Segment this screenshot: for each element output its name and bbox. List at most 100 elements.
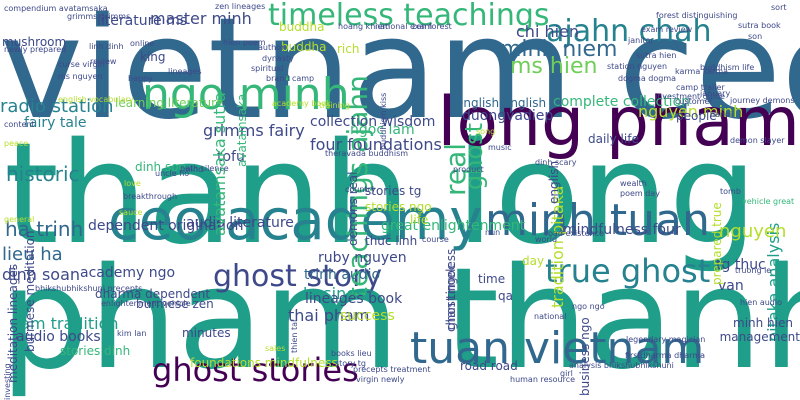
cloud-word: dynasty [262,54,294,63]
cloud-word: qa [498,289,513,303]
cloud-word: sauce [119,208,143,217]
cloud-word: ghost ngoc [444,263,458,331]
cloud-word: lineages book [305,291,403,307]
cloud-word: minutes [182,326,231,340]
cloud-word: online [130,39,155,48]
cloud-word: national [534,312,567,321]
cloud-word: rich [337,42,360,56]
cloud-word: investment guide [655,92,726,101]
cloud-word: management [719,330,800,344]
cloud-word: life [410,213,429,227]
cloud-word: ms hien [510,54,598,79]
cloud-word: road road [460,359,518,373]
cloud-word: road existence [545,229,604,238]
cloud-word: master minh [150,9,252,28]
cloud-word: dharma dependent [95,287,211,301]
cloud-word: pham thanh [0,238,800,400]
cloud-word: curse virgin [58,60,105,69]
cloud-word: camp trailer [676,83,725,92]
cloud-word: love [124,179,141,188]
cloud-word: customer [675,97,713,106]
cloud-word: tofu [217,149,245,165]
cloud-word: avatamsaka [235,93,249,167]
cloud-word: grimms fairy [203,121,305,140]
cloud-word: brand camp [266,74,315,83]
cloud-word: dependent origination [88,218,244,234]
cloud-word: kim lan [117,329,147,338]
cloud-word: bhikshubhikshuni precepts [35,284,143,293]
cloud-word: grimms grimms [67,12,131,21]
cloud-word: stories dinh [60,344,131,358]
cloud-word: dogma dogma [618,74,677,83]
cloud-word: buddha [281,40,327,54]
cloud-word: nguyen minh [638,102,744,121]
cloud-word: radio station [0,96,114,117]
cloud-word: learning literature [115,96,224,110]
cloud-word: great enlightenment [381,218,526,234]
cloud-word: tuan vietnam [410,323,705,374]
cloud-word: vietnam ceo [0,0,800,151]
cloud-word: success [340,308,395,324]
cloud-word: theravada buddhism [325,149,409,158]
cloud-word: ngo minh [142,69,350,120]
cloud-word: ruby nguyen [318,250,407,266]
cloud-word: trinh audio [304,267,381,283]
cloud-word: sales [265,344,286,353]
cloud-word: dinh scary [535,158,577,167]
cloud-word: audio books [16,329,101,345]
cloud-word: girl [560,369,573,378]
cloud-word: fairy tale [24,115,87,131]
cloud-word: precepts treatment [353,365,431,374]
cloud-word: long pham [437,83,800,162]
cloud-word: four foundations [310,135,442,154]
cloud-word: minh hien [733,316,793,330]
cloud-word: uncle ho [155,169,190,178]
cloud-word: thai pham [288,306,370,325]
cloud-word: zen lineages [215,2,266,11]
cloud-word: ngo ngo [572,302,605,311]
cloud-word: buddha [279,20,325,34]
cloud-word: business ngo [578,317,592,396]
cloud-word: demons real [346,171,360,246]
cloud-word: janitor [628,36,654,45]
cloud-word: academy book [272,99,331,108]
cloud-word: ngoc lam [350,122,415,138]
cloud-word: hien audio [740,298,782,307]
cloud-word: nam tradition [10,314,119,333]
cloud-word: song [476,127,496,136]
cloud-word: vehicle great [742,197,795,206]
cloud-word: ms nguyen [58,72,103,81]
cloud-word: investing [3,363,12,400]
cloud-word: ghost stories [152,351,359,389]
cloud-word: sort [771,3,787,12]
cloud-word: review [90,57,117,66]
cloud-word: time [478,272,506,286]
cloud-word: historic [6,162,80,186]
cloud-word: ghost story [213,259,383,294]
cloud-word: audio literature [186,215,294,231]
cloud-word: linh dinh [89,42,124,51]
cloud-word: english vocabulary [58,95,134,104]
cloud-word: stories ngo [365,200,432,214]
cloud-word: buddhism life [700,63,755,72]
cloud-word: hoang khiem [338,22,391,31]
cloud-word: poem day [620,189,660,198]
cloud-word: complete collection [553,94,691,110]
cloud-word: sutra hien [636,51,677,60]
cloud-word: hanoi [710,110,733,119]
cloud-word: story tg [335,359,366,368]
cloud-word: king [140,50,166,64]
cloud-word: general [4,215,35,224]
cloud-word: content [4,120,35,129]
cloud-word: virgin newly [356,375,405,384]
cloud-word: academy ngo [80,265,176,281]
cloud-word: product [453,165,484,174]
cloud-word: thuc linh [365,234,418,248]
cloud-word: country [345,185,376,194]
cloud-word: path silence [180,164,229,173]
cloud-word: books lieu [331,349,372,358]
cloud-word: spiritual [251,64,284,73]
cloud-word: english [547,160,561,204]
cloud-word: mind [183,165,204,174]
cloud-word: son [748,32,763,41]
